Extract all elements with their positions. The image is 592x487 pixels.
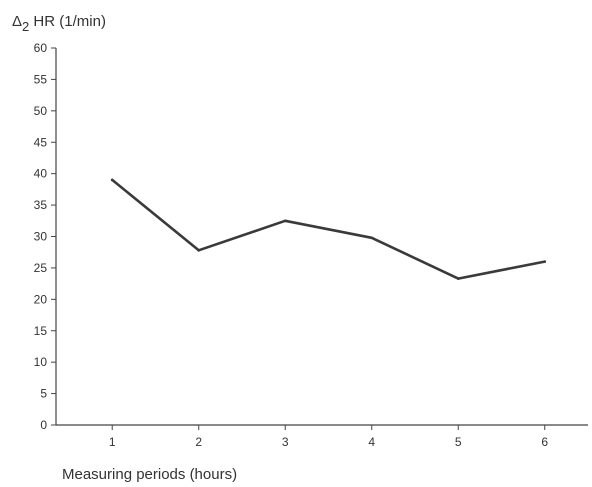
y-tick-label: 0: [40, 418, 47, 432]
y-axis-title-sub: 2: [22, 19, 29, 34]
x-tick-label: 2: [195, 435, 202, 449]
y-tick-label: 35: [34, 198, 48, 212]
x-tick-label: 4: [368, 435, 375, 449]
data-point: [370, 236, 374, 240]
y-axis-title: Δ2 HR (1/min): [12, 13, 106, 34]
data-point: [110, 178, 114, 182]
x-tick-label: 5: [455, 435, 462, 449]
y-tick-label: 55: [34, 72, 48, 86]
series-line: [110, 178, 547, 280]
y-axis: 0 5 10 15 20 25 30 35 40 45 50 55 60: [34, 41, 57, 432]
y-tick-label: 25: [34, 261, 48, 275]
series-layer: [110, 178, 547, 280]
data-point: [197, 249, 201, 252]
y-tick-label: 40: [34, 167, 48, 181]
y-axis-title-rest: HR (1/min): [29, 13, 106, 30]
x-axis-title: Measuring periods (hours): [62, 466, 237, 483]
x-tick-label: 1: [109, 435, 116, 449]
y-tick-label: 5: [40, 387, 47, 401]
y-tick-label: 15: [34, 324, 48, 338]
y-tick-label: 50: [34, 104, 48, 118]
y-axis-title-prefix: Δ: [12, 13, 22, 30]
x-tick-label: 6: [541, 435, 548, 449]
x-axis: 1 2 3 4 5 6: [56, 424, 588, 449]
data-point: [283, 219, 287, 223]
y-tick-label: 45: [34, 135, 48, 149]
y-tick-label: 30: [34, 230, 48, 244]
y-tick-label: 20: [34, 292, 48, 306]
data-point: [456, 277, 460, 280]
x-tick-label: 3: [282, 435, 289, 449]
data-point: [543, 260, 547, 263]
y-tick-label: 60: [34, 41, 48, 55]
y-tick-label: 10: [34, 355, 48, 369]
